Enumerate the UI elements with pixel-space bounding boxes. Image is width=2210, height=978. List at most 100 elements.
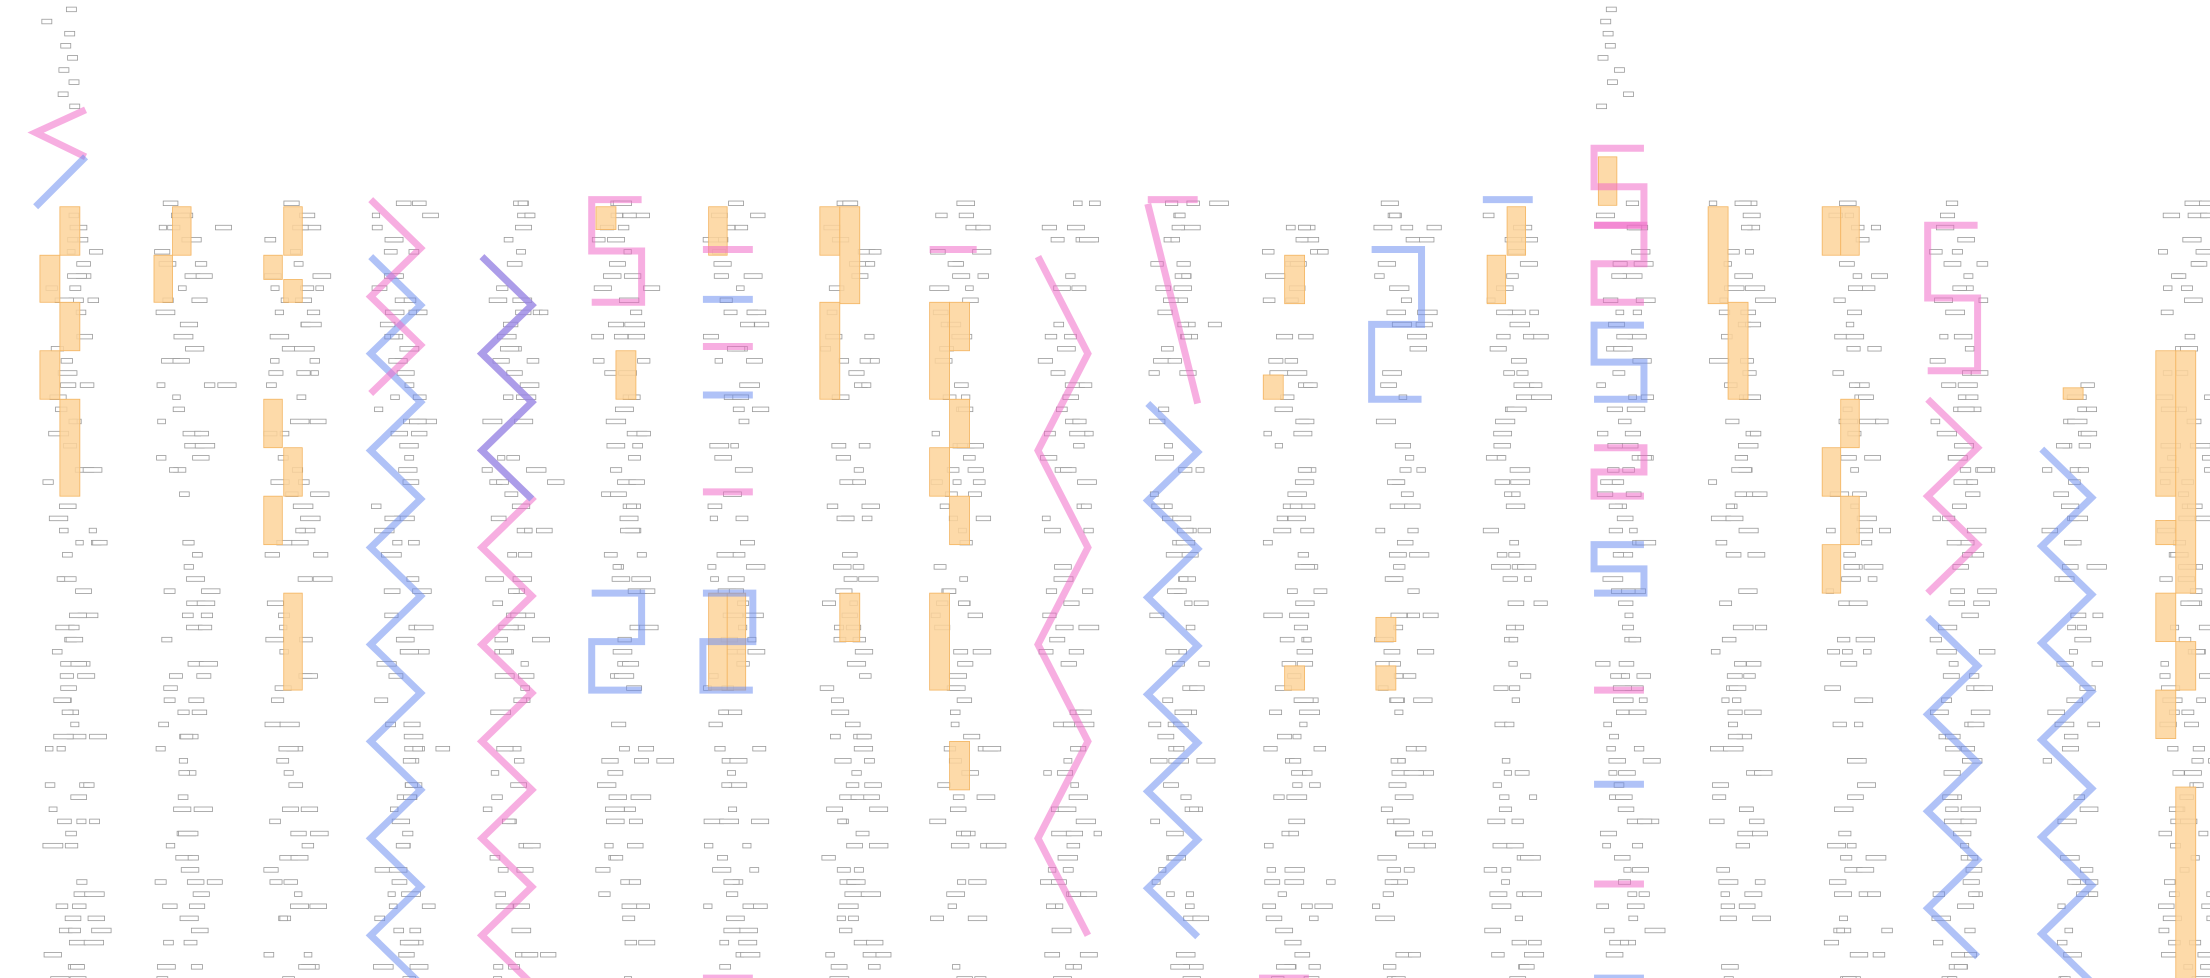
label-box [1060, 661, 1077, 667]
label-box [1396, 539, 1414, 546]
bracket [1590, 541, 1648, 597]
label-box [497, 455, 506, 461]
label-box [604, 370, 618, 376]
label-box [158, 224, 167, 231]
label-box [1625, 200, 1640, 207]
label-box [1741, 224, 1753, 231]
bracket [699, 589, 757, 694]
label-box [2191, 758, 2204, 764]
label-box [402, 758, 417, 764]
label-box [55, 903, 69, 909]
label-box [838, 358, 850, 364]
label-box [201, 588, 221, 594]
label-box [1616, 709, 1630, 716]
label-box [1400, 491, 1414, 497]
label-box [2067, 418, 2088, 425]
label-box [1287, 370, 1308, 376]
label-box [1511, 939, 1527, 946]
label-box [1854, 697, 1874, 703]
label-box [1838, 600, 1851, 606]
bracket [1368, 246, 1426, 403]
label-box [1644, 927, 1666, 934]
label-box [1606, 746, 1616, 752]
label-box [526, 467, 547, 473]
label-box [60, 43, 72, 49]
label-box [1616, 333, 1633, 340]
label-box [1265, 273, 1286, 279]
label-box [1079, 952, 1098, 958]
label-box [1273, 527, 1292, 534]
label-box [963, 455, 976, 461]
label-box [1174, 212, 1186, 219]
label-box [2042, 758, 2052, 764]
label-box [959, 576, 969, 582]
label-box [1723, 976, 1734, 978]
label-box [179, 491, 190, 497]
label-box [1506, 406, 1527, 413]
label-box [1053, 321, 1065, 328]
label-box [723, 879, 740, 885]
label-box [967, 467, 984, 473]
label-box [276, 758, 290, 764]
label-box [837, 903, 859, 909]
label-box [2195, 515, 2210, 522]
label-box [59, 503, 77, 509]
label-box [2201, 455, 2210, 461]
label-box [1384, 879, 1399, 885]
label-box [1407, 527, 1419, 534]
label-box [1523, 333, 1535, 340]
label-box [76, 261, 91, 267]
label-box [1044, 952, 1061, 958]
label-box [58, 67, 70, 73]
label-box [1604, 43, 1616, 49]
label-box [1743, 673, 1756, 679]
label-box [950, 721, 960, 728]
label-box [1827, 842, 1847, 849]
label-box [1302, 770, 1313, 776]
label-box [1068, 794, 1088, 800]
label-box [155, 746, 166, 752]
label-box [60, 685, 77, 691]
label-box [69, 103, 81, 110]
label-box [740, 952, 761, 958]
label-box [1386, 867, 1401, 873]
label-box [1840, 661, 1858, 667]
label-box [1945, 309, 1965, 316]
label-box [1843, 552, 1856, 558]
label-box [1165, 649, 1180, 655]
label-box [1728, 721, 1738, 728]
label-box [869, 358, 880, 364]
label-box [1380, 806, 1393, 812]
label-box [270, 358, 280, 364]
label-box [383, 588, 401, 594]
block [949, 495, 970, 546]
block [39, 254, 61, 303]
label-box [608, 794, 627, 800]
block [1262, 374, 1284, 400]
label-box [1834, 333, 1848, 340]
label-box [1953, 333, 1973, 340]
bracket [1924, 221, 1982, 375]
label-box [839, 927, 853, 934]
label-box [612, 564, 622, 570]
label-box [60, 358, 73, 364]
label-box [2162, 212, 2181, 219]
label-box [271, 697, 285, 703]
label-box [1603, 721, 1612, 728]
label-box [952, 273, 971, 279]
label-box [1514, 915, 1523, 922]
label-box [182, 539, 195, 546]
label-box [2204, 467, 2210, 473]
label-box [1524, 952, 1545, 958]
label-box [729, 758, 748, 764]
label-box [191, 927, 209, 934]
label-box [68, 624, 80, 631]
label-box [1265, 915, 1283, 922]
label-box [1289, 503, 1303, 509]
label-box [526, 358, 540, 364]
label-box [1384, 576, 1404, 582]
block [172, 206, 192, 256]
label-box [1504, 721, 1515, 728]
label-box [982, 746, 1002, 752]
label-box [1511, 697, 1520, 703]
